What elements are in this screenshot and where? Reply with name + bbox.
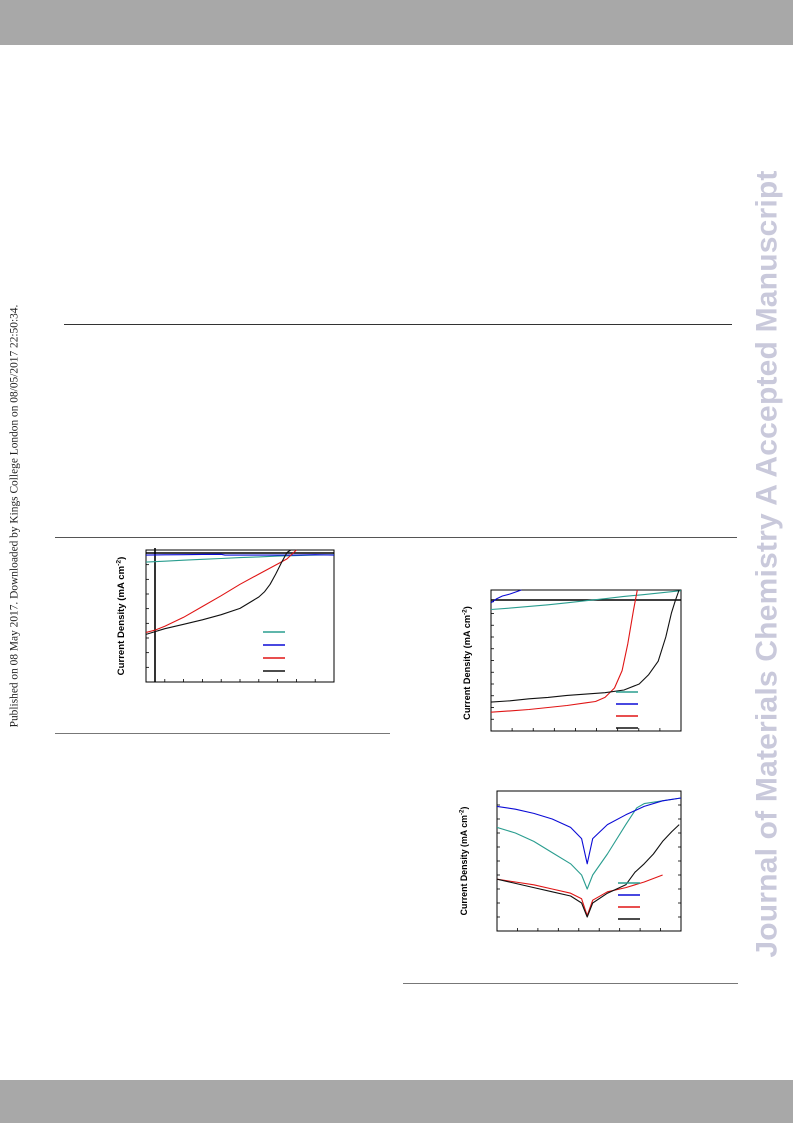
series-line-4 bbox=[497, 824, 680, 918]
chart-tafel-plot: Current Density (mA cm-2) bbox=[459, 790, 682, 932]
header-band bbox=[0, 0, 793, 45]
chart-linear-sweep-a: Current Density (mA cm-2) bbox=[115, 548, 335, 683]
y-axis-label: Current Density (mA cm-2) bbox=[115, 557, 127, 676]
chart-linear-sweep-b: Current Density (mA cm-2) bbox=[462, 589, 682, 732]
series-line-1 bbox=[497, 797, 681, 890]
figure-rule-top bbox=[55, 537, 737, 538]
download-note: Published on 08 May 2017. Downloaded by … bbox=[3, 305, 25, 728]
figure-rule-left bbox=[55, 733, 390, 734]
y-axis-label: Current Density (mA cm-2) bbox=[459, 807, 469, 916]
series-line-2 bbox=[146, 553, 334, 556]
series-line-4 bbox=[491, 589, 680, 703]
series-line-3 bbox=[491, 589, 638, 713]
download-note-text: Published on 08 May 2017. Downloaded by … bbox=[8, 304, 21, 728]
footer-band bbox=[0, 1080, 793, 1123]
series-line-1 bbox=[146, 554, 334, 563]
series-line-3 bbox=[146, 549, 297, 634]
section-rule bbox=[64, 324, 732, 325]
journal-watermark-text: Journal of Materials Chemistry A Accepte… bbox=[751, 170, 785, 958]
series-line-2 bbox=[497, 797, 681, 865]
series-line-4 bbox=[146, 549, 292, 635]
series-line-3 bbox=[497, 874, 663, 917]
journal-watermark: Journal of Materials Chemistry A Accepte… bbox=[748, 158, 788, 970]
figure-rule-right bbox=[403, 983, 738, 984]
y-axis-label: Current Density (mA cm-2) bbox=[462, 606, 472, 720]
series-line-1 bbox=[491, 590, 681, 611]
series-line-2 bbox=[491, 589, 522, 604]
plot-frame bbox=[145, 549, 335, 683]
